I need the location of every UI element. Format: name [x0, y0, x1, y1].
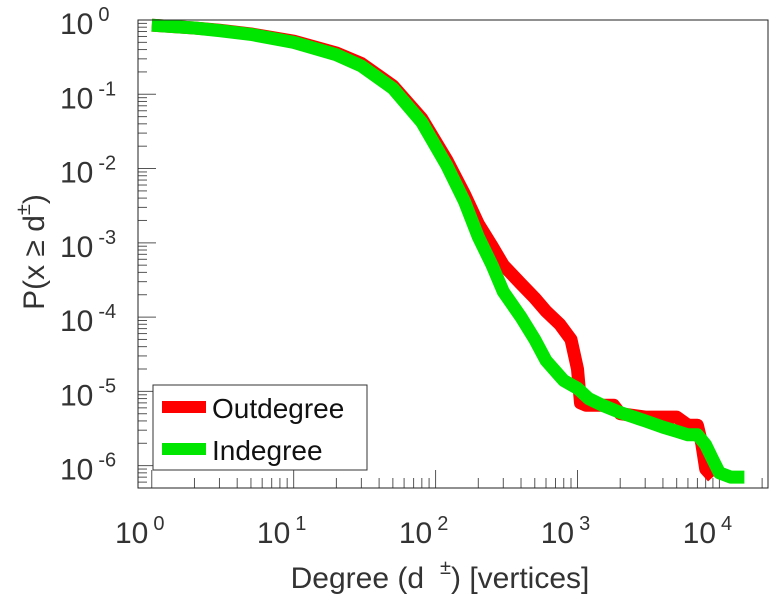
legend: Outdegree Indegree [152, 384, 368, 471]
x-tick-label-4: 10 4 [683, 513, 733, 550]
y-axis-label: P(x ≥ d±) [13, 194, 51, 310]
x-tick-label-3: 10 3 [541, 513, 591, 550]
legend-box [152, 384, 368, 471]
legend-label-outdegree: Outdegree [212, 393, 344, 424]
y-tick-label-5: 10 -5 [60, 375, 116, 412]
x-axis-label-sup: ± [440, 557, 451, 579]
legend-label-indegree: Indegree [212, 435, 323, 466]
y-axis-label-pre: P(x ≥ d [18, 215, 51, 310]
x-tick-label-0: 10 0 [115, 513, 165, 550]
y-tick-label-3: 10 -3 [60, 227, 116, 264]
x-tick-label-2: 10 2 [399, 513, 449, 550]
plot-frame [137, 19, 769, 489]
x-axis-label-post: ) [vertices] [451, 562, 589, 595]
labels-layer: 10 0 10 1 10 2 10 3 10 4 10 0 10 -1 10 -2 10 -3 10 -4 10 -5 10… [60, 4, 732, 550]
y-tick-label-0: 10 0 [60, 4, 110, 41]
y-tick-label-2: 10 -2 [60, 153, 116, 190]
series-line-indegree [151, 18, 745, 484]
x-tick-label-1: 10 1 [257, 513, 307, 550]
y-tick-label-4: 10 -4 [60, 301, 116, 338]
y-axis-label-sup: ± [13, 204, 35, 215]
x-axis-label: Degree (d ±) [vertices] [291, 557, 590, 595]
y-tick-label-6: 10 -6 [60, 450, 116, 487]
y-axis-label-post: ) [18, 194, 51, 204]
series-layer [151, 18, 745, 484]
x-axis-label-pre: Degree (d [291, 562, 424, 595]
y-tick-label-1: 10 -1 [60, 78, 116, 115]
